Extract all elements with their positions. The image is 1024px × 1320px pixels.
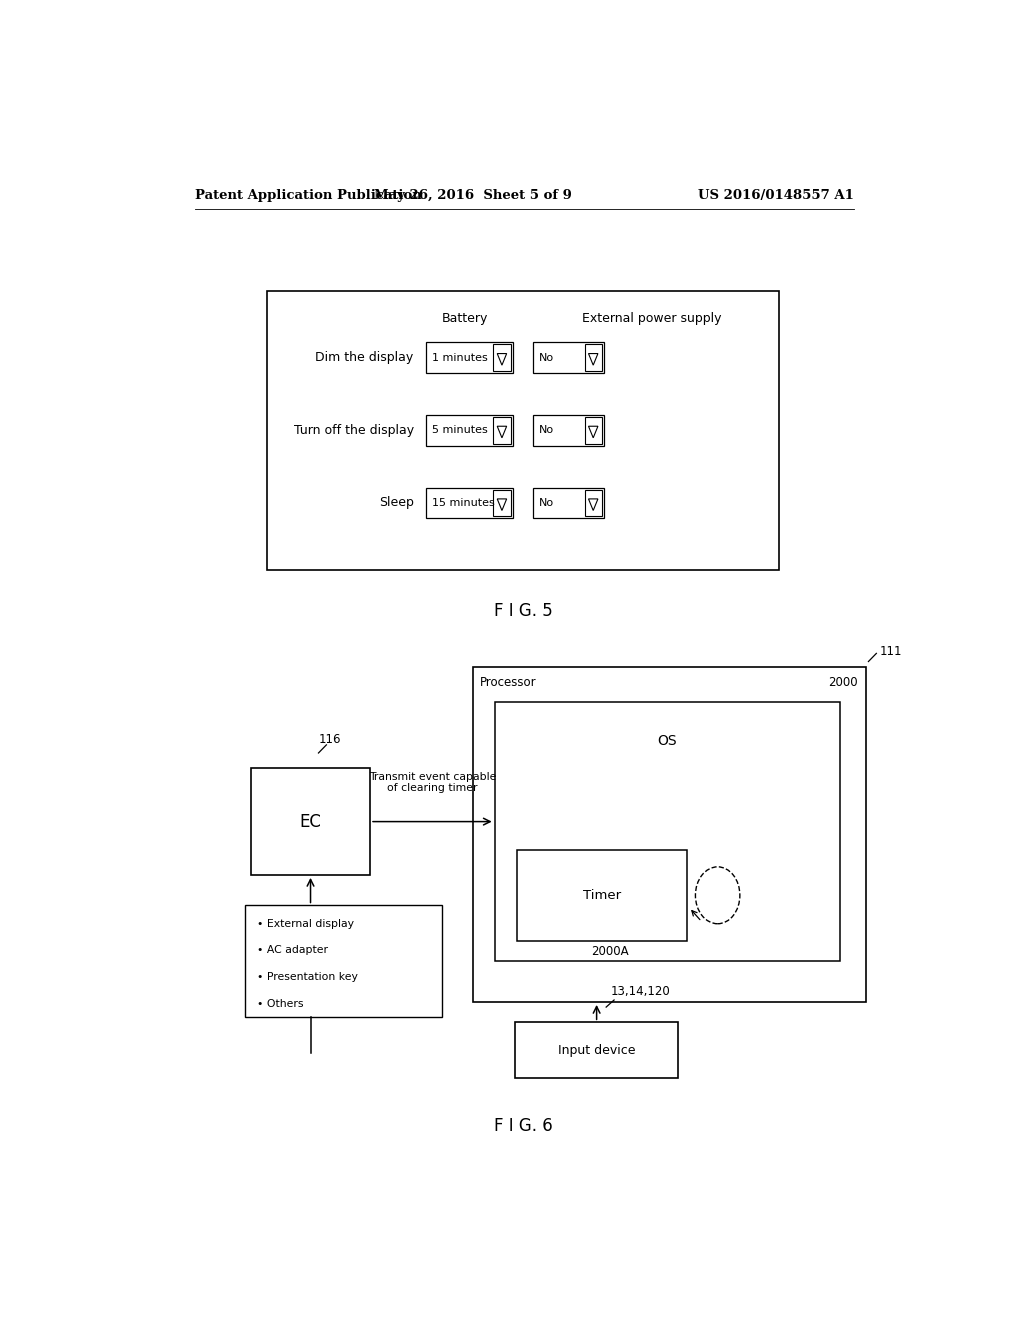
Polygon shape xyxy=(498,426,507,438)
Text: Timer: Timer xyxy=(583,888,622,902)
Text: Battery: Battery xyxy=(442,313,488,326)
Text: 2000: 2000 xyxy=(828,676,858,689)
Bar xyxy=(495,702,840,961)
Bar xyxy=(515,1022,678,1078)
Text: No: No xyxy=(539,498,554,508)
Text: May 26, 2016  Sheet 5 of 9: May 26, 2016 Sheet 5 of 9 xyxy=(375,189,572,202)
Text: Turn off the display: Turn off the display xyxy=(294,424,414,437)
Text: EC: EC xyxy=(300,813,322,830)
Text: • AC adapter: • AC adapter xyxy=(257,945,328,956)
Bar xyxy=(532,414,604,446)
Text: 116: 116 xyxy=(319,734,342,746)
Bar xyxy=(473,667,866,1002)
Bar xyxy=(426,487,513,519)
Text: No: No xyxy=(539,352,554,363)
Polygon shape xyxy=(589,499,598,511)
Text: External power supply: External power supply xyxy=(582,313,722,326)
Text: 111: 111 xyxy=(880,645,902,657)
Text: No: No xyxy=(539,425,554,436)
Text: • Presentation key: • Presentation key xyxy=(257,973,357,982)
Text: F I G. 6: F I G. 6 xyxy=(494,1117,553,1135)
Text: F I G. 5: F I G. 5 xyxy=(494,602,553,619)
Text: 13,14,120: 13,14,120 xyxy=(610,985,670,998)
Text: 1 minutes: 1 minutes xyxy=(432,352,487,363)
Bar xyxy=(585,345,602,371)
Bar xyxy=(585,490,602,516)
Text: 2000A: 2000A xyxy=(591,945,629,958)
Text: 15 minutes: 15 minutes xyxy=(432,498,495,508)
Text: Patent Application Publication: Patent Application Publication xyxy=(196,189,422,202)
Text: Dim the display: Dim the display xyxy=(315,351,414,364)
Text: 5 minutes: 5 minutes xyxy=(432,425,487,436)
Bar xyxy=(532,487,604,519)
Text: US 2016/0148557 A1: US 2016/0148557 A1 xyxy=(698,189,854,202)
Bar xyxy=(267,290,778,570)
Bar xyxy=(532,342,604,372)
Text: OS: OS xyxy=(657,734,677,748)
Polygon shape xyxy=(498,354,507,366)
Text: Transmit event capable
of clearing timer: Transmit event capable of clearing timer xyxy=(369,772,496,793)
Bar xyxy=(426,342,513,372)
Bar xyxy=(251,768,370,875)
Bar xyxy=(494,417,511,444)
Polygon shape xyxy=(589,426,598,438)
Text: Input device: Input device xyxy=(558,1044,635,1057)
Text: • External display: • External display xyxy=(257,919,353,929)
Text: Processor: Processor xyxy=(479,676,537,689)
Polygon shape xyxy=(589,354,598,366)
Bar xyxy=(494,345,511,371)
Bar xyxy=(517,850,687,941)
Text: • Others: • Others xyxy=(257,999,303,1008)
Bar xyxy=(494,490,511,516)
Bar xyxy=(585,417,602,444)
Polygon shape xyxy=(498,499,507,511)
Bar xyxy=(246,906,442,1018)
Text: Sleep: Sleep xyxy=(379,496,414,510)
Bar xyxy=(426,414,513,446)
